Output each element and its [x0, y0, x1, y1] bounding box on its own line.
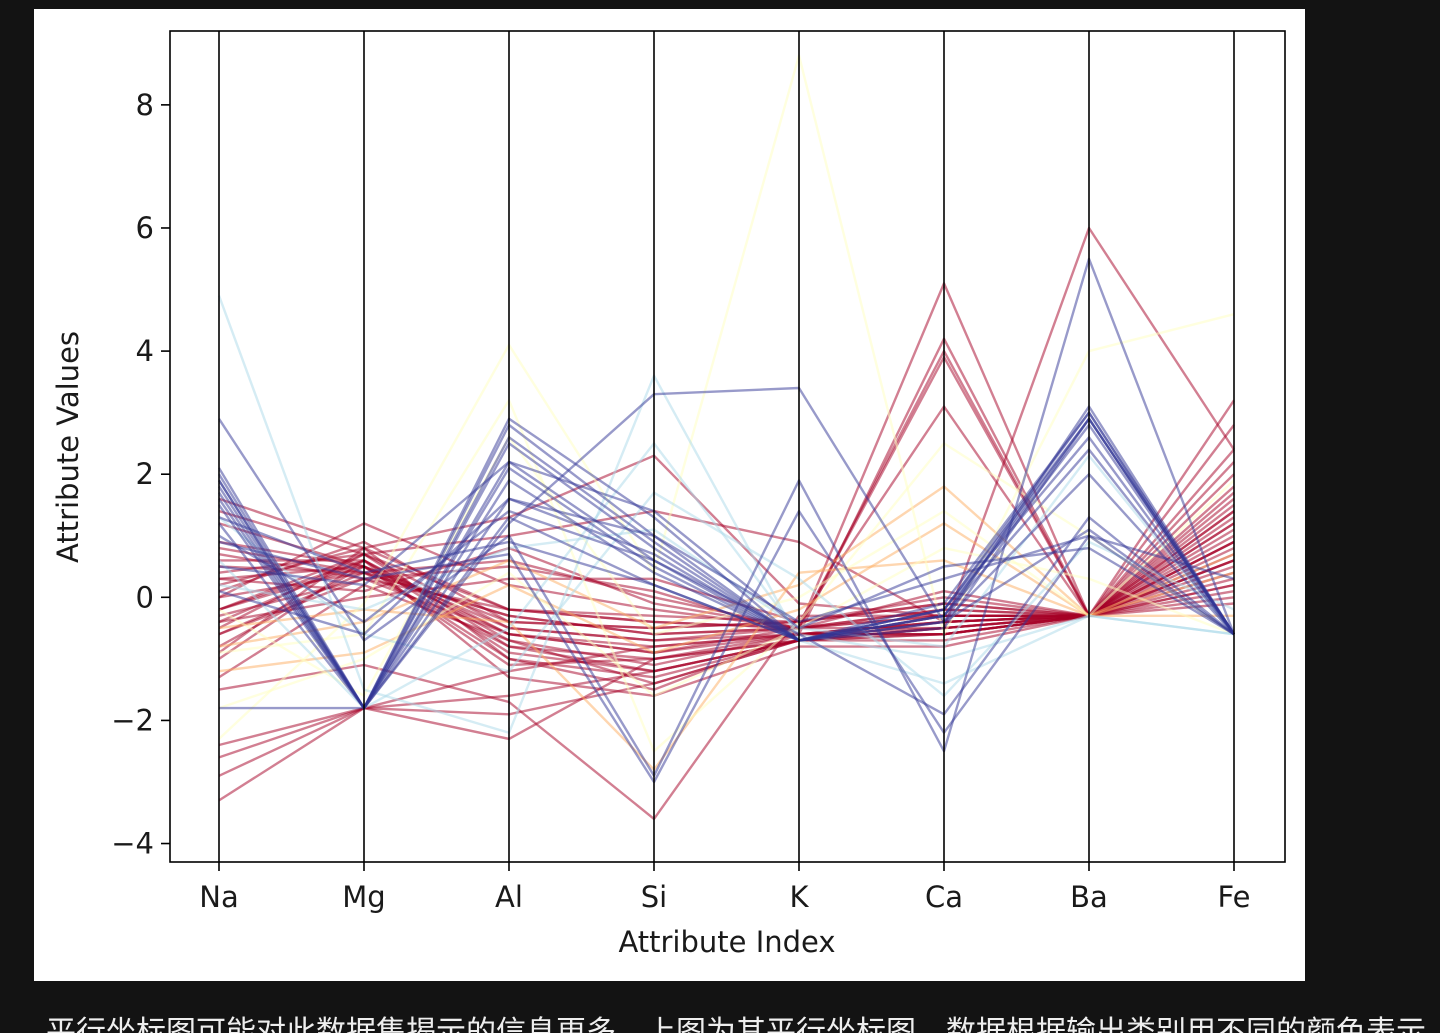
- parallel-coordinates-chart: −4 −2 0 2 4 6 8 Na Mg Al Si K Ca Ba Fe Attribute Inde…: [51, 30, 1286, 959]
- y-tick-label: −4: [111, 827, 154, 861]
- x-tick-label-mg: Mg: [342, 880, 385, 914]
- series-line-38: [218, 399, 1235, 753]
- y-tick-label: 4: [136, 334, 154, 368]
- series-line-40: [218, 546, 1235, 710]
- x-tick-label-al: Al: [495, 880, 523, 914]
- attribute-axis-lines: [218, 31, 1235, 862]
- series-line-50: [218, 417, 1235, 710]
- y-axis-ticks: −4 −2 0 2 4 6 8: [111, 88, 170, 861]
- series-line-21: [218, 282, 1235, 630]
- series-lines-layer: [217, 54, 1236, 821]
- series-line-41: [217, 295, 1235, 734]
- series-line-60: [218, 497, 1235, 636]
- series-line-59: [218, 473, 1235, 642]
- chart-figure: −4 −2 0 2 4 6 8 Na Mg Al Si K Ca Ba Fe Attribute Inde…: [34, 9, 1305, 981]
- series-line-55: [219, 386, 1235, 710]
- y-tick-label: 0: [136, 580, 154, 614]
- y-tick-label: −2: [111, 703, 154, 737]
- plot-frame: [169, 30, 1286, 863]
- x-tick-label-na: Na: [199, 880, 238, 914]
- series-line-33: [218, 509, 1235, 624]
- series-line-58: [218, 460, 1235, 636]
- series-line-37: [218, 54, 1235, 740]
- x-axis-ticks: Na Mg Al Si K Ca Ba Fe: [199, 862, 1250, 914]
- series-line-30: [218, 510, 1235, 747]
- y-tick-label: 8: [136, 88, 154, 122]
- y-tick-label: 2: [136, 457, 154, 491]
- x-axis-label: Attribute Index: [618, 925, 835, 959]
- x-tick-label-ca: Ca: [925, 880, 963, 914]
- caption-text: 平行坐标图可能对此数据集揭示的信息更多。上图为其平行坐标图，数据根据输出类别用不…: [46, 1016, 1440, 1033]
- series-line-39: [218, 436, 1235, 697]
- x-tick-label-si: Si: [641, 880, 667, 914]
- series-line-53: [217, 417, 1235, 710]
- series-line-56: [218, 509, 1235, 784]
- series-line-54: [217, 257, 1236, 777]
- x-tick-label-k: K: [789, 880, 809, 914]
- y-axis-label: Attribute Values: [51, 331, 85, 563]
- x-tick-label-ba: Ba: [1070, 880, 1108, 914]
- series-line-42: [218, 442, 1235, 710]
- y-tick-label: 6: [136, 211, 154, 245]
- x-tick-label-fe: Fe: [1218, 880, 1251, 914]
